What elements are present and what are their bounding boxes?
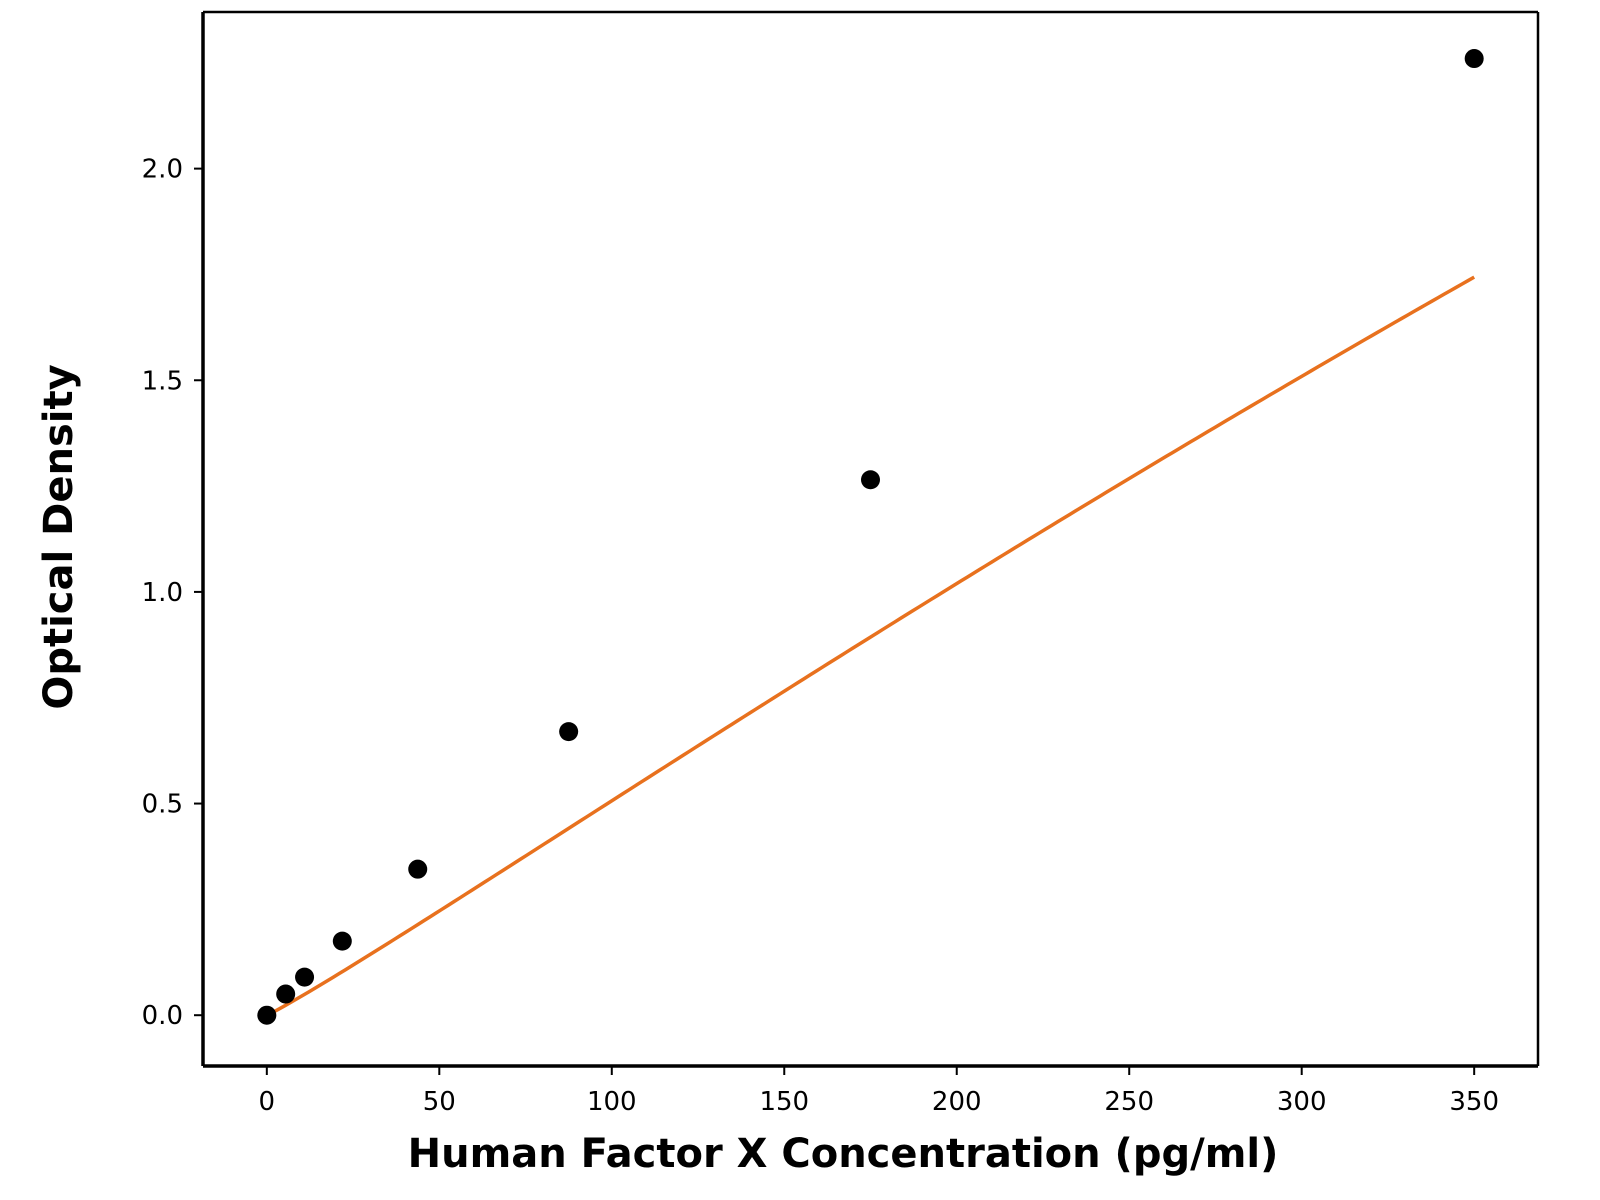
data-point [295, 967, 315, 987]
y-tick-label: 1.0 [142, 578, 183, 608]
y-tick-label: 1.5 [142, 366, 183, 396]
data-point [332, 931, 352, 951]
y-axis-label: Optical Density [36, 364, 82, 709]
y-tick-label: 0.5 [142, 790, 183, 820]
ticks-layer: 0 50 100 150 200 250 300 350 0.0 0.5 1.0 1.5 2.0 [142, 155, 1499, 1117]
data-point [408, 859, 428, 879]
data-point [861, 470, 880, 490]
x-tick-label: 200 [932, 1087, 982, 1117]
x-tick-label: 250 [1104, 1087, 1154, 1117]
data-point [257, 1005, 277, 1025]
curve-layer [266, 275, 1476, 1017]
x-tick-label: 150 [759, 1087, 809, 1117]
y-tick-label: 2.0 [142, 155, 183, 185]
points-layer [257, 49, 1484, 1025]
x-tick-label: 350 [1449, 1087, 1499, 1117]
x-tick-label: 300 [1277, 1087, 1327, 1117]
y-tick-label: 0.0 [142, 1001, 183, 1031]
fitted-curve [266, 275, 1476, 1017]
data-point [1464, 49, 1484, 69]
x-tick-label: 0 [259, 1087, 276, 1117]
x-tick-label: 100 [587, 1087, 637, 1117]
x-tick-label: 50 [423, 1087, 456, 1117]
data-point [276, 984, 296, 1004]
x-axis-label: Human Factor X Concentration (pg/ml) [408, 1131, 1279, 1177]
data-point [559, 722, 579, 742]
plot-frame-layer [201, 10, 1540, 1068]
